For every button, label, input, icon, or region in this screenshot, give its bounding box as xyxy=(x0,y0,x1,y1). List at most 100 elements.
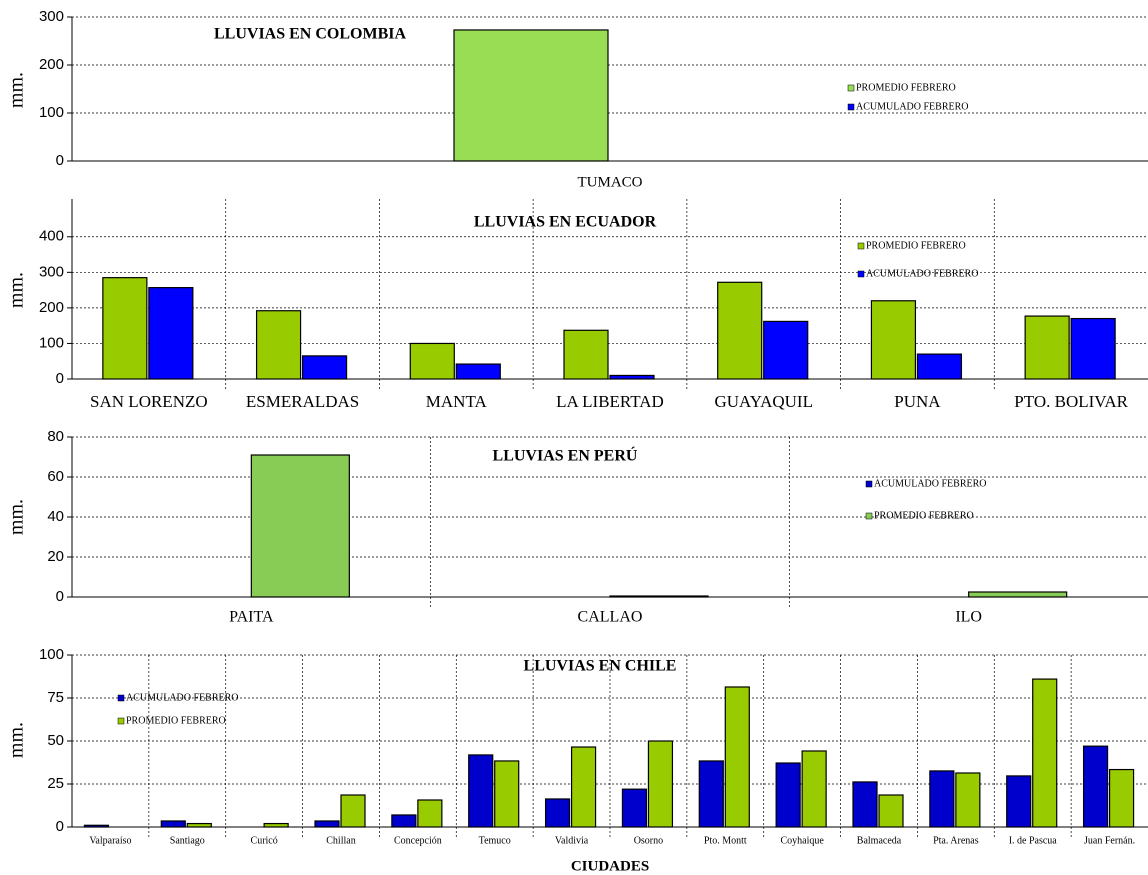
x-tick-label: Pta. Arenas xyxy=(933,835,979,846)
chart-title: LLUVIAS EN ECUADOR xyxy=(474,214,657,231)
bar xyxy=(263,822,289,828)
y-tick-label: 75 xyxy=(47,689,64,706)
legend-swatch xyxy=(117,694,125,702)
bar xyxy=(717,281,763,380)
y-tick-label: 0 xyxy=(56,588,64,605)
bar xyxy=(570,746,597,828)
x-tick-label: Coyhaique xyxy=(780,835,824,846)
bar xyxy=(102,277,148,380)
y-tick-label: 80 xyxy=(47,428,64,445)
bar xyxy=(1032,678,1058,828)
bar xyxy=(301,355,348,380)
y-tick-label: 0 xyxy=(56,818,64,835)
bar xyxy=(1024,315,1070,380)
bar xyxy=(453,29,609,162)
x-tick-label: PUNA xyxy=(894,392,941,411)
x-axis-label: CIUDADES xyxy=(571,858,649,874)
y-axis-label: mm. xyxy=(6,272,28,308)
bar xyxy=(916,353,963,380)
y-tick-label: 20 xyxy=(47,548,64,565)
y-tick-label: 400 xyxy=(39,228,64,245)
legend-label: PROMEDIO FEBRERO xyxy=(866,240,966,251)
bar xyxy=(1070,317,1116,380)
y-tick-label: 100 xyxy=(39,334,64,351)
x-tick-label: MANTA xyxy=(426,392,488,411)
x-tick-label: SAN LORENZO xyxy=(90,392,208,411)
bar xyxy=(314,820,340,828)
y-axis-label: mm. xyxy=(6,499,28,535)
x-tick-label: CALLAO xyxy=(578,609,643,626)
legend-swatch xyxy=(857,242,865,250)
x-tick-label: LA LIBERTAD xyxy=(556,392,664,411)
bar xyxy=(968,591,1068,598)
bar xyxy=(621,788,648,828)
legend-swatch xyxy=(847,84,855,92)
bar xyxy=(563,329,609,380)
y-tick-label: 300 xyxy=(39,263,64,280)
y-tick-label: 40 xyxy=(47,508,64,525)
x-tick-label: ESMERALDAS xyxy=(246,392,359,411)
legend-label: PROMEDIO FEBRERO xyxy=(874,510,974,521)
bar xyxy=(955,772,981,828)
legend-label: PROMEDIO FEBRERO xyxy=(126,715,226,726)
bar xyxy=(763,320,809,380)
x-tick-label: Valdivia xyxy=(555,835,589,846)
x-tick-label: Juan Fernán. xyxy=(1084,835,1135,846)
y-tick-label: 25 xyxy=(47,775,64,792)
x-tick-label: Temuco xyxy=(479,835,511,846)
bar xyxy=(160,820,186,828)
y-axis-label: mm. xyxy=(6,722,28,758)
x-tick-label: GUAYAQUIL xyxy=(714,392,813,411)
y-tick-label: 0 xyxy=(56,370,64,387)
legend-swatch xyxy=(865,512,873,520)
x-tick-label: Pto. Montt xyxy=(704,835,747,846)
bar xyxy=(870,300,917,380)
legend-swatch xyxy=(857,270,865,278)
plot-area xyxy=(72,17,1148,161)
x-tick-label: I. de Pascua xyxy=(1009,835,1058,846)
bar xyxy=(852,781,878,828)
bar xyxy=(83,824,110,828)
legend-label: PROMEDIO FEBRERO xyxy=(856,82,956,93)
y-tick-label: 50 xyxy=(47,732,64,749)
x-tick-label: TUMACO xyxy=(577,174,642,190)
bar xyxy=(1082,745,1109,828)
x-tick-label: Osorno xyxy=(634,835,663,846)
bar xyxy=(250,454,350,598)
bar xyxy=(801,750,827,828)
bar xyxy=(148,287,194,380)
legend-swatch xyxy=(865,480,873,488)
bar xyxy=(468,754,494,828)
bar xyxy=(698,760,724,828)
x-tick-label: ILO xyxy=(955,609,982,626)
bar xyxy=(609,374,655,380)
x-tick-label: Chillan xyxy=(326,835,355,846)
bar xyxy=(186,822,212,828)
legend-label: ACUMULADO FEBRERO xyxy=(856,101,969,112)
y-tick-label: 100 xyxy=(39,646,64,663)
bar xyxy=(929,770,955,828)
bar xyxy=(1006,775,1032,828)
y-tick-label: 0 xyxy=(56,152,64,169)
x-tick-label: Balmaceda xyxy=(857,835,902,846)
legend-label: ACUMULADO FEBRERO xyxy=(126,692,239,703)
x-tick-label: PAITA xyxy=(229,609,274,626)
bar xyxy=(417,799,443,828)
x-tick-label: Valparaíso xyxy=(89,835,131,846)
bar xyxy=(409,342,455,380)
legend-label: ACUMULADO FEBRERO xyxy=(874,478,987,489)
legend-swatch xyxy=(117,717,125,725)
legend-label: ACUMULADO FEBRERO xyxy=(866,268,979,279)
y-tick-label: 300 xyxy=(39,8,64,25)
x-tick-label: Santiago xyxy=(170,835,205,846)
bar xyxy=(647,740,674,828)
y-axis-label: mm. xyxy=(6,72,28,108)
bar xyxy=(494,760,520,828)
bar xyxy=(255,310,302,380)
x-tick-label: Curicó xyxy=(251,835,278,846)
bar xyxy=(455,363,501,380)
bar xyxy=(1108,768,1135,828)
bar xyxy=(878,794,904,828)
y-tick-label: 60 xyxy=(47,468,64,485)
